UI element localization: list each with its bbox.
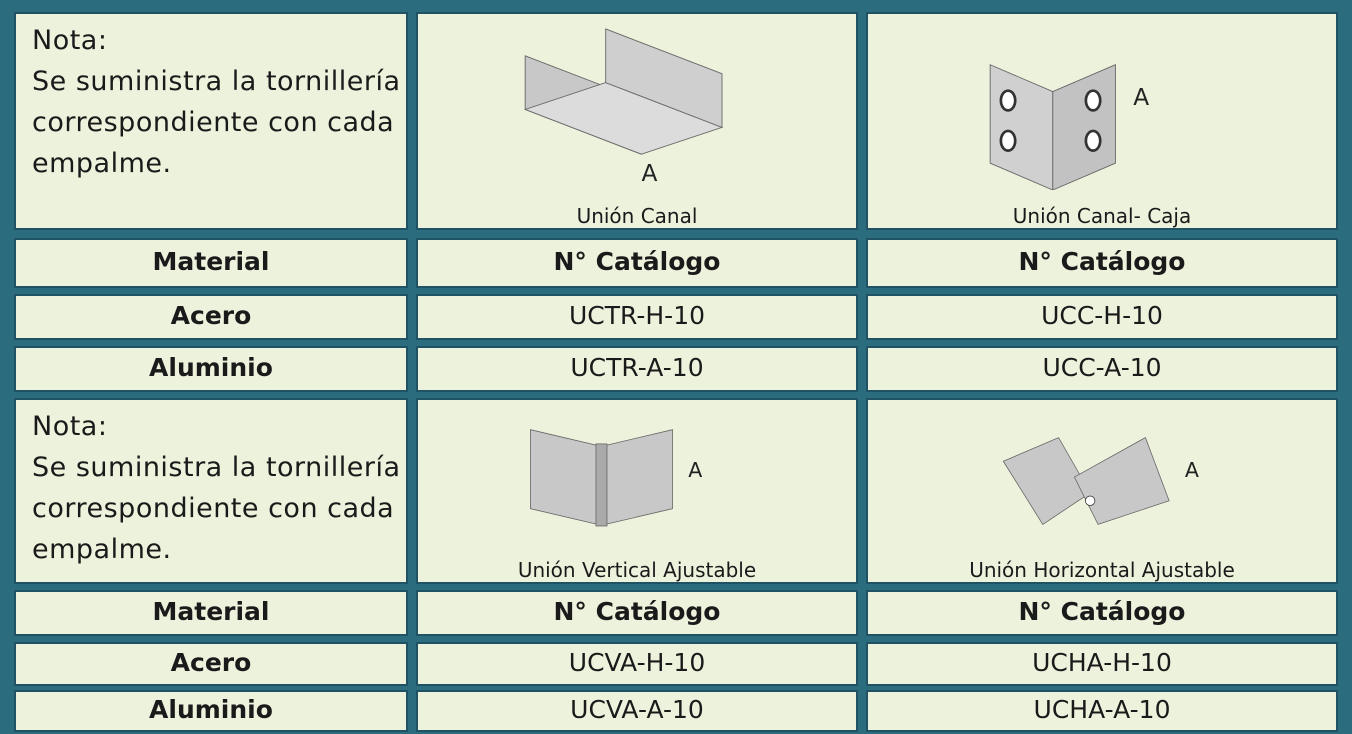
data-cell: UCVA-H-10 <box>416 642 858 686</box>
header-cell: N° Catálogo <box>866 590 1338 636</box>
caption: Unión Canal- Caja <box>1012 204 1192 228</box>
note-line: empalme. <box>32 534 172 565</box>
illustration: A <box>530 429 702 527</box>
header-text: Material <box>152 247 270 276</box>
note-line: correspondiente con cada <box>32 493 395 524</box>
data-cell: Aluminio <box>14 346 408 392</box>
data-cell: UCVA-A-10 <box>416 690 858 732</box>
catalog-number: UCTR-H-10 <box>568 301 706 330</box>
catalog-number: UCTR-A-10 <box>570 353 704 382</box>
note-cell: Nota: Se suministra la tornillería corresp… <box>14 12 408 230</box>
caption: Unión Canal <box>576 204 698 228</box>
header-text: N° Catálogo <box>553 247 721 276</box>
data-cell: UCTR-H-10 <box>416 294 858 340</box>
data-cell: UCHA-H-10 <box>866 642 1338 686</box>
catalog-number: UCHA-A-10 <box>1033 695 1171 724</box>
data-cell: Acero <box>14 642 408 686</box>
catalog-number: UCC-H-10 <box>1041 301 1163 330</box>
data-cell: UCTR-A-10 <box>416 346 858 392</box>
note-line: Se suministra la tornillería <box>32 452 401 483</box>
material: Acero <box>170 301 252 330</box>
data-cell: UCHA-A-10 <box>866 690 1338 732</box>
note: Nota: Se suministra la tornillería corresp… <box>32 20 401 184</box>
image-cell: A Unión Canal <box>416 12 858 230</box>
image-cell: A Unión Canal- Caja <box>866 12 1338 230</box>
illustration: A <box>1002 437 1199 525</box>
note-line: Nota: <box>32 25 108 56</box>
svg-text:A: A <box>1185 458 1199 482</box>
material: Aluminio <box>149 695 273 724</box>
header-cell: N° Catálogo <box>416 590 858 636</box>
svg-text:A: A <box>1133 84 1149 111</box>
data-cell: Acero <box>14 294 408 340</box>
note-line: Nota: <box>32 411 108 442</box>
header-cell: N° Catálogo <box>416 238 858 288</box>
note-line: empalme. <box>32 148 172 179</box>
note-line: Se suministra la tornillería <box>32 66 401 97</box>
header-text: Material <box>152 597 270 626</box>
header-cell: Material <box>14 238 408 288</box>
data-cell: UCC-A-10 <box>866 346 1338 392</box>
image-cell: A Unión Horizontal Ajustable <box>866 398 1338 584</box>
illustration: A <box>523 28 724 187</box>
note-line: correspondiente con cada <box>32 107 395 138</box>
note-cell: Nota: Se suministra la tornillería corresp… <box>14 398 408 584</box>
header-cell: N° Catálogo <box>866 238 1338 288</box>
material: Aluminio <box>149 353 273 382</box>
svg-text:A: A <box>641 160 657 187</box>
header-text: N° Catálogo <box>553 597 721 626</box>
header-cell: Material <box>14 590 408 636</box>
header-text: N° Catálogo <box>1018 247 1186 276</box>
caption: Unión Vertical Ajustable <box>517 558 757 582</box>
catalog-number: UCVA-H-10 <box>568 648 706 677</box>
catalog-number: UCHA-H-10 <box>1032 648 1172 677</box>
image-cell: A Unión Vertical Ajustable <box>416 398 858 584</box>
svg-text:A: A <box>688 458 702 482</box>
note: Nota: Se suministra la tornillería corresp… <box>32 406 401 570</box>
catalog-number: UCVA-A-10 <box>570 695 704 724</box>
illustration: A <box>989 64 1149 190</box>
data-cell: Aluminio <box>14 690 408 732</box>
data-cell: UCC-H-10 <box>866 294 1338 340</box>
header-text: N° Catálogo <box>1018 597 1186 626</box>
catalog-number: UCC-A-10 <box>1042 353 1162 382</box>
material: Acero <box>170 648 252 677</box>
caption: Unión Horizontal Ajustable <box>969 558 1235 582</box>
